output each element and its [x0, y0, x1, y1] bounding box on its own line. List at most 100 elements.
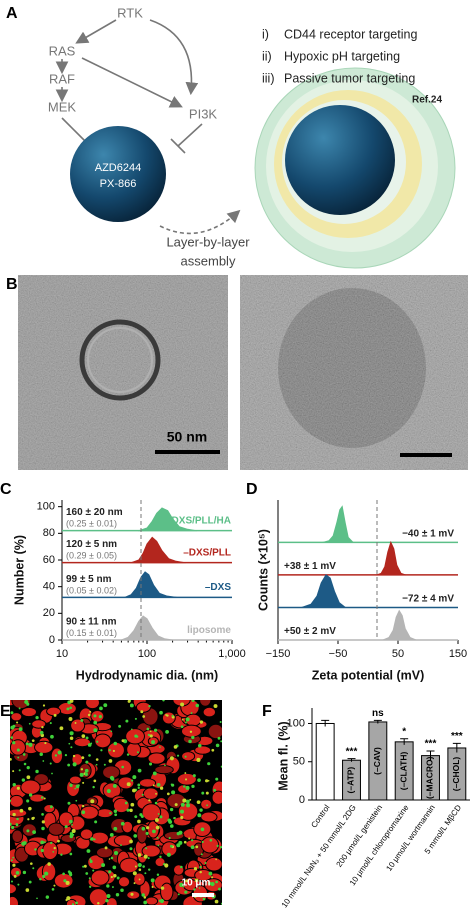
green-signal	[53, 846, 56, 850]
green-signal	[115, 893, 120, 897]
green-signal	[195, 703, 200, 708]
target-text: Hypoxic pH targeting	[284, 49, 400, 63]
cell	[211, 790, 222, 805]
size-label: 120 ± 5 nm	[66, 539, 117, 550]
green-signal	[45, 895, 50, 899]
green-signal	[159, 898, 165, 904]
legend-label: liposome	[187, 625, 231, 636]
green-signal	[180, 815, 184, 820]
green-signal	[86, 849, 91, 853]
green-signal	[189, 730, 193, 733]
green-signal	[156, 836, 159, 839]
green-signal	[18, 707, 21, 710]
green-signal	[62, 872, 65, 876]
panel-label: E	[0, 703, 11, 720]
significance: ***	[425, 739, 437, 750]
green-signal	[137, 783, 141, 787]
green-signal	[166, 852, 171, 857]
green-signal	[199, 865, 202, 869]
green-signal	[116, 876, 120, 880]
green-signal	[142, 715, 146, 718]
green-signal	[150, 878, 155, 883]
green-signal	[28, 880, 32, 884]
green-signal	[138, 868, 142, 872]
green-signal	[75, 799, 78, 802]
green-signal	[92, 869, 95, 872]
green-signal	[109, 833, 114, 837]
green-signal	[28, 722, 31, 725]
x-tick-label: −50	[329, 648, 348, 660]
cell	[194, 745, 212, 755]
bar	[315, 722, 335, 801]
green-signal	[42, 704, 46, 707]
green-signal	[112, 783, 117, 788]
pdi-label: (0.15 ± 0.01)	[66, 628, 117, 638]
green-signal	[168, 836, 171, 840]
green-signal	[173, 745, 178, 749]
y-tick-label: 50	[293, 756, 305, 768]
green-signal	[148, 799, 151, 802]
cell	[142, 787, 159, 800]
green-signal	[205, 779, 209, 783]
green-signal	[12, 770, 15, 773]
green-signal	[96, 740, 99, 743]
y-axis-label: Counts (×10⁵)	[256, 529, 270, 611]
green-signal	[137, 819, 141, 824]
green-signal	[104, 846, 108, 850]
green-signal	[200, 827, 205, 832]
green-signal	[64, 753, 68, 757]
green-signal	[207, 762, 211, 766]
green-signal	[198, 887, 201, 889]
green-signal	[149, 734, 153, 738]
green-signal	[69, 852, 73, 856]
green-signal	[114, 813, 118, 817]
green-signal	[81, 756, 85, 760]
green-signal	[35, 769, 39, 774]
green-signal	[12, 741, 16, 745]
green-signal	[160, 886, 165, 890]
green-signal	[219, 846, 222, 849]
green-signal	[26, 702, 30, 706]
y-tick-label: 60	[43, 554, 55, 566]
panel-label: B	[6, 276, 18, 293]
green-signal	[185, 785, 190, 790]
green-signal	[211, 876, 214, 879]
green-signal	[41, 820, 45, 824]
assembly-label: Layer-by-layer	[166, 234, 250, 249]
green-signal	[21, 778, 26, 782]
zeta-label: −40 ± 1 mV	[402, 529, 454, 540]
green-signal	[177, 893, 180, 896]
green-signal	[152, 771, 157, 776]
green-signal	[85, 872, 89, 875]
green-signal	[185, 879, 188, 883]
green-signal	[118, 724, 122, 728]
distribution	[130, 536, 186, 564]
green-signal	[16, 748, 20, 752]
green-signal	[134, 865, 137, 868]
panel-a: A RTK RAS RAF MEK PI3K AZD6244 PX-866 La…	[6, 5, 456, 269]
green-signal	[126, 753, 130, 756]
green-signal	[130, 892, 134, 896]
green-signal	[75, 901, 78, 905]
green-signal	[176, 831, 180, 836]
green-signal	[85, 760, 89, 764]
cell	[147, 752, 166, 765]
green-signal	[39, 730, 44, 735]
green-signal	[80, 719, 84, 722]
node: MEK	[48, 99, 77, 114]
assembly-label: assembly	[181, 253, 236, 268]
green-signal	[132, 775, 137, 780]
green-signal	[113, 809, 118, 813]
scale-label: 10 μm	[182, 878, 211, 889]
green-signal	[87, 713, 91, 717]
green-signal	[71, 903, 75, 905]
green-signal	[28, 806, 32, 811]
green-signal	[89, 858, 92, 861]
green-signal	[53, 884, 56, 887]
green-signal	[189, 798, 192, 801]
green-signal	[169, 756, 174, 761]
green-signal	[81, 734, 86, 738]
green-signal	[95, 763, 98, 766]
green-signal	[98, 715, 102, 719]
green-signal	[51, 888, 55, 891]
